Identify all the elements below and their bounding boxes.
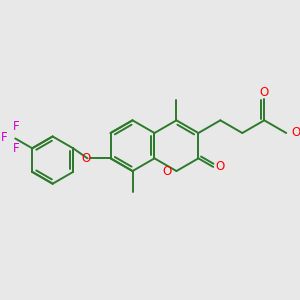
Text: O: O <box>81 152 90 165</box>
Text: F: F <box>14 120 20 133</box>
Text: F: F <box>0 130 7 143</box>
Text: O: O <box>162 165 171 178</box>
Text: O: O <box>215 160 224 173</box>
Text: O: O <box>260 86 269 100</box>
Text: O: O <box>291 126 300 139</box>
Text: F: F <box>14 142 20 155</box>
